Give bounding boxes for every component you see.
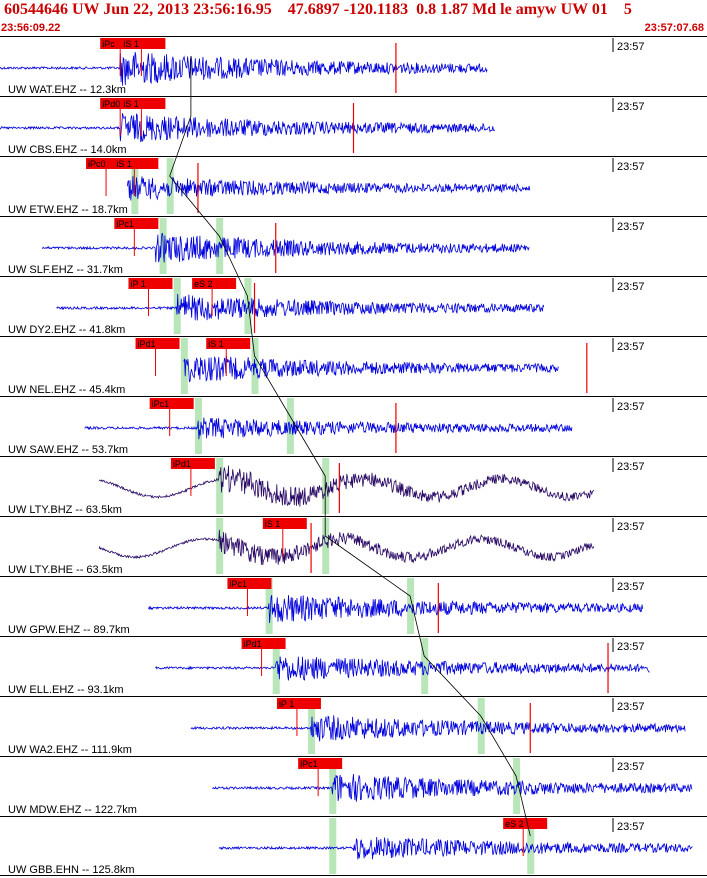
waveform-trace — [42, 232, 530, 263]
waveform-trace — [211, 774, 693, 802]
minute-label: 23:57 — [617, 41, 645, 53]
phase-pick-label: iPc1 — [300, 759, 318, 769]
waveform-trace — [218, 836, 693, 860]
phase-pick-flag — [206, 338, 251, 349]
phase-pick-label: eS 2 — [194, 279, 213, 289]
station-label: UW SAW.EHZ -- 53.7km — [8, 444, 128, 456]
waveform-trace — [190, 715, 686, 742]
end-time-label: 23:57:07.68 — [644, 22, 704, 34]
phase-pick-label: iPc — [102, 39, 115, 49]
station-label: UW WAT.EHZ -- 12.3km — [8, 84, 126, 96]
waveform-trace — [148, 594, 644, 624]
phase-pick-label: iP 1 — [130, 279, 145, 289]
phase-pick-flag — [114, 218, 159, 229]
phase-pick-label: iPd0 — [102, 99, 120, 109]
phase-pick-label: eS 2 — [505, 819, 524, 829]
minute-label: 23:57 — [617, 521, 645, 533]
station-label: UW SLF.EHZ -- 31.7km — [8, 264, 123, 276]
phase-pick-flag — [241, 638, 286, 649]
phase-pick-flag — [121, 38, 166, 49]
minute-label: 23:57 — [617, 821, 645, 833]
phase-pick-label: iPc1 — [229, 579, 247, 589]
phase-pick-flag — [276, 698, 321, 709]
phase-pick-label: iS 1 — [265, 519, 281, 529]
minute-label: 23:57 — [617, 581, 645, 593]
station-label: UW CBS.EHZ -- 14.0km — [8, 144, 127, 156]
start-time-label: 23:56:09.22 — [1, 22, 61, 34]
waveform-trace — [98, 529, 595, 566]
minute-label: 23:57 — [617, 221, 645, 233]
waveform-trace — [84, 417, 573, 440]
minute-label: 23:57 — [617, 401, 645, 413]
phase-pick-flag — [135, 338, 180, 349]
phase-pick-flag — [121, 98, 166, 109]
phase-pick-label: iPc1 — [116, 219, 134, 229]
waveform-trace — [155, 656, 650, 681]
phase-pick-label: iPc1 — [152, 399, 170, 409]
minute-label: 23:57 — [617, 281, 645, 293]
station-label: UW DY2.EHZ -- 41.8km — [8, 324, 125, 336]
waveform-trace — [98, 465, 595, 507]
phase-pick-flag — [114, 158, 159, 169]
station-label: UW LTY.BHE -- 63.5km — [8, 564, 123, 576]
waveform-trace — [126, 176, 531, 201]
station-label: UW ELL.EHZ -- 93.1km — [8, 684, 124, 696]
station-label: UW NEL.EHZ -- 45.4km — [8, 384, 125, 396]
pick-window-marker — [272, 638, 280, 694]
minute-label: 23:57 — [617, 461, 645, 473]
minute-label: 23:57 — [617, 701, 645, 713]
waveform-trace — [0, 51, 488, 86]
phase-pick-flag — [149, 398, 194, 409]
minute-label: 23:57 — [617, 641, 645, 653]
phase-pick-label: iPd1 — [138, 339, 156, 349]
phase-pick-label: iS 1 — [123, 99, 139, 109]
pick-window-marker — [286, 398, 294, 454]
station-label: UW WA2.EHZ -- 111.9km — [8, 744, 132, 756]
event-title: 60544646 UW Jun 22, 2013 23:56:16.95 47.… — [4, 1, 632, 18]
station-label: UW LTY.BHZ -- 63.5km — [8, 504, 122, 516]
waveform-trace — [0, 113, 496, 143]
minute-label: 23:57 — [617, 161, 645, 173]
pick-window-marker — [322, 518, 330, 574]
phase-pick-flag — [128, 278, 173, 289]
pick-window-marker — [180, 338, 188, 394]
pick-window-marker — [329, 818, 337, 874]
phase-pick-label: iS 1 — [116, 159, 132, 169]
waveform-trace — [56, 293, 545, 321]
station-label: UW ETW.EHZ -- 18.7km — [8, 204, 128, 216]
phase-pick-label: iPd1 — [173, 459, 191, 469]
pick-window-marker — [216, 458, 224, 514]
station-label: UW MDW.EHZ -- 122.7km — [8, 804, 137, 816]
phase-pick-flag — [298, 758, 343, 769]
phase-pick-flag — [170, 458, 215, 469]
minute-label: 23:57 — [617, 101, 645, 113]
phase-pick-flag — [503, 818, 548, 829]
phase-pick-flag — [192, 278, 237, 289]
phase-pick-label: iPc0 — [88, 159, 106, 169]
phase-pick-flag — [262, 518, 307, 529]
phase-pick-label: iP 1 — [279, 699, 294, 709]
minute-label: 23:57 — [617, 761, 645, 773]
minute-label: 23:57 — [617, 341, 645, 353]
record-header: 60544646 UW Jun 22, 2013 23:56:16.95 47.… — [0, 0, 707, 36]
waveform-trace — [183, 355, 559, 383]
station-label: UW GPW.EHZ -- 89.7km — [8, 624, 130, 636]
phase-pick-flag — [227, 578, 272, 589]
phase-pick-label: iS 1 — [208, 339, 224, 349]
station-label: UW GBB.EHN -- 125.8km — [8, 864, 135, 876]
phase-pick-label: iS 1 — [123, 39, 139, 49]
phase-pick-label: iPd1 — [244, 639, 262, 649]
travel-time-curve — [169, 56, 531, 837]
pick-window-marker — [166, 158, 174, 214]
phase-pick-flag — [86, 158, 131, 169]
